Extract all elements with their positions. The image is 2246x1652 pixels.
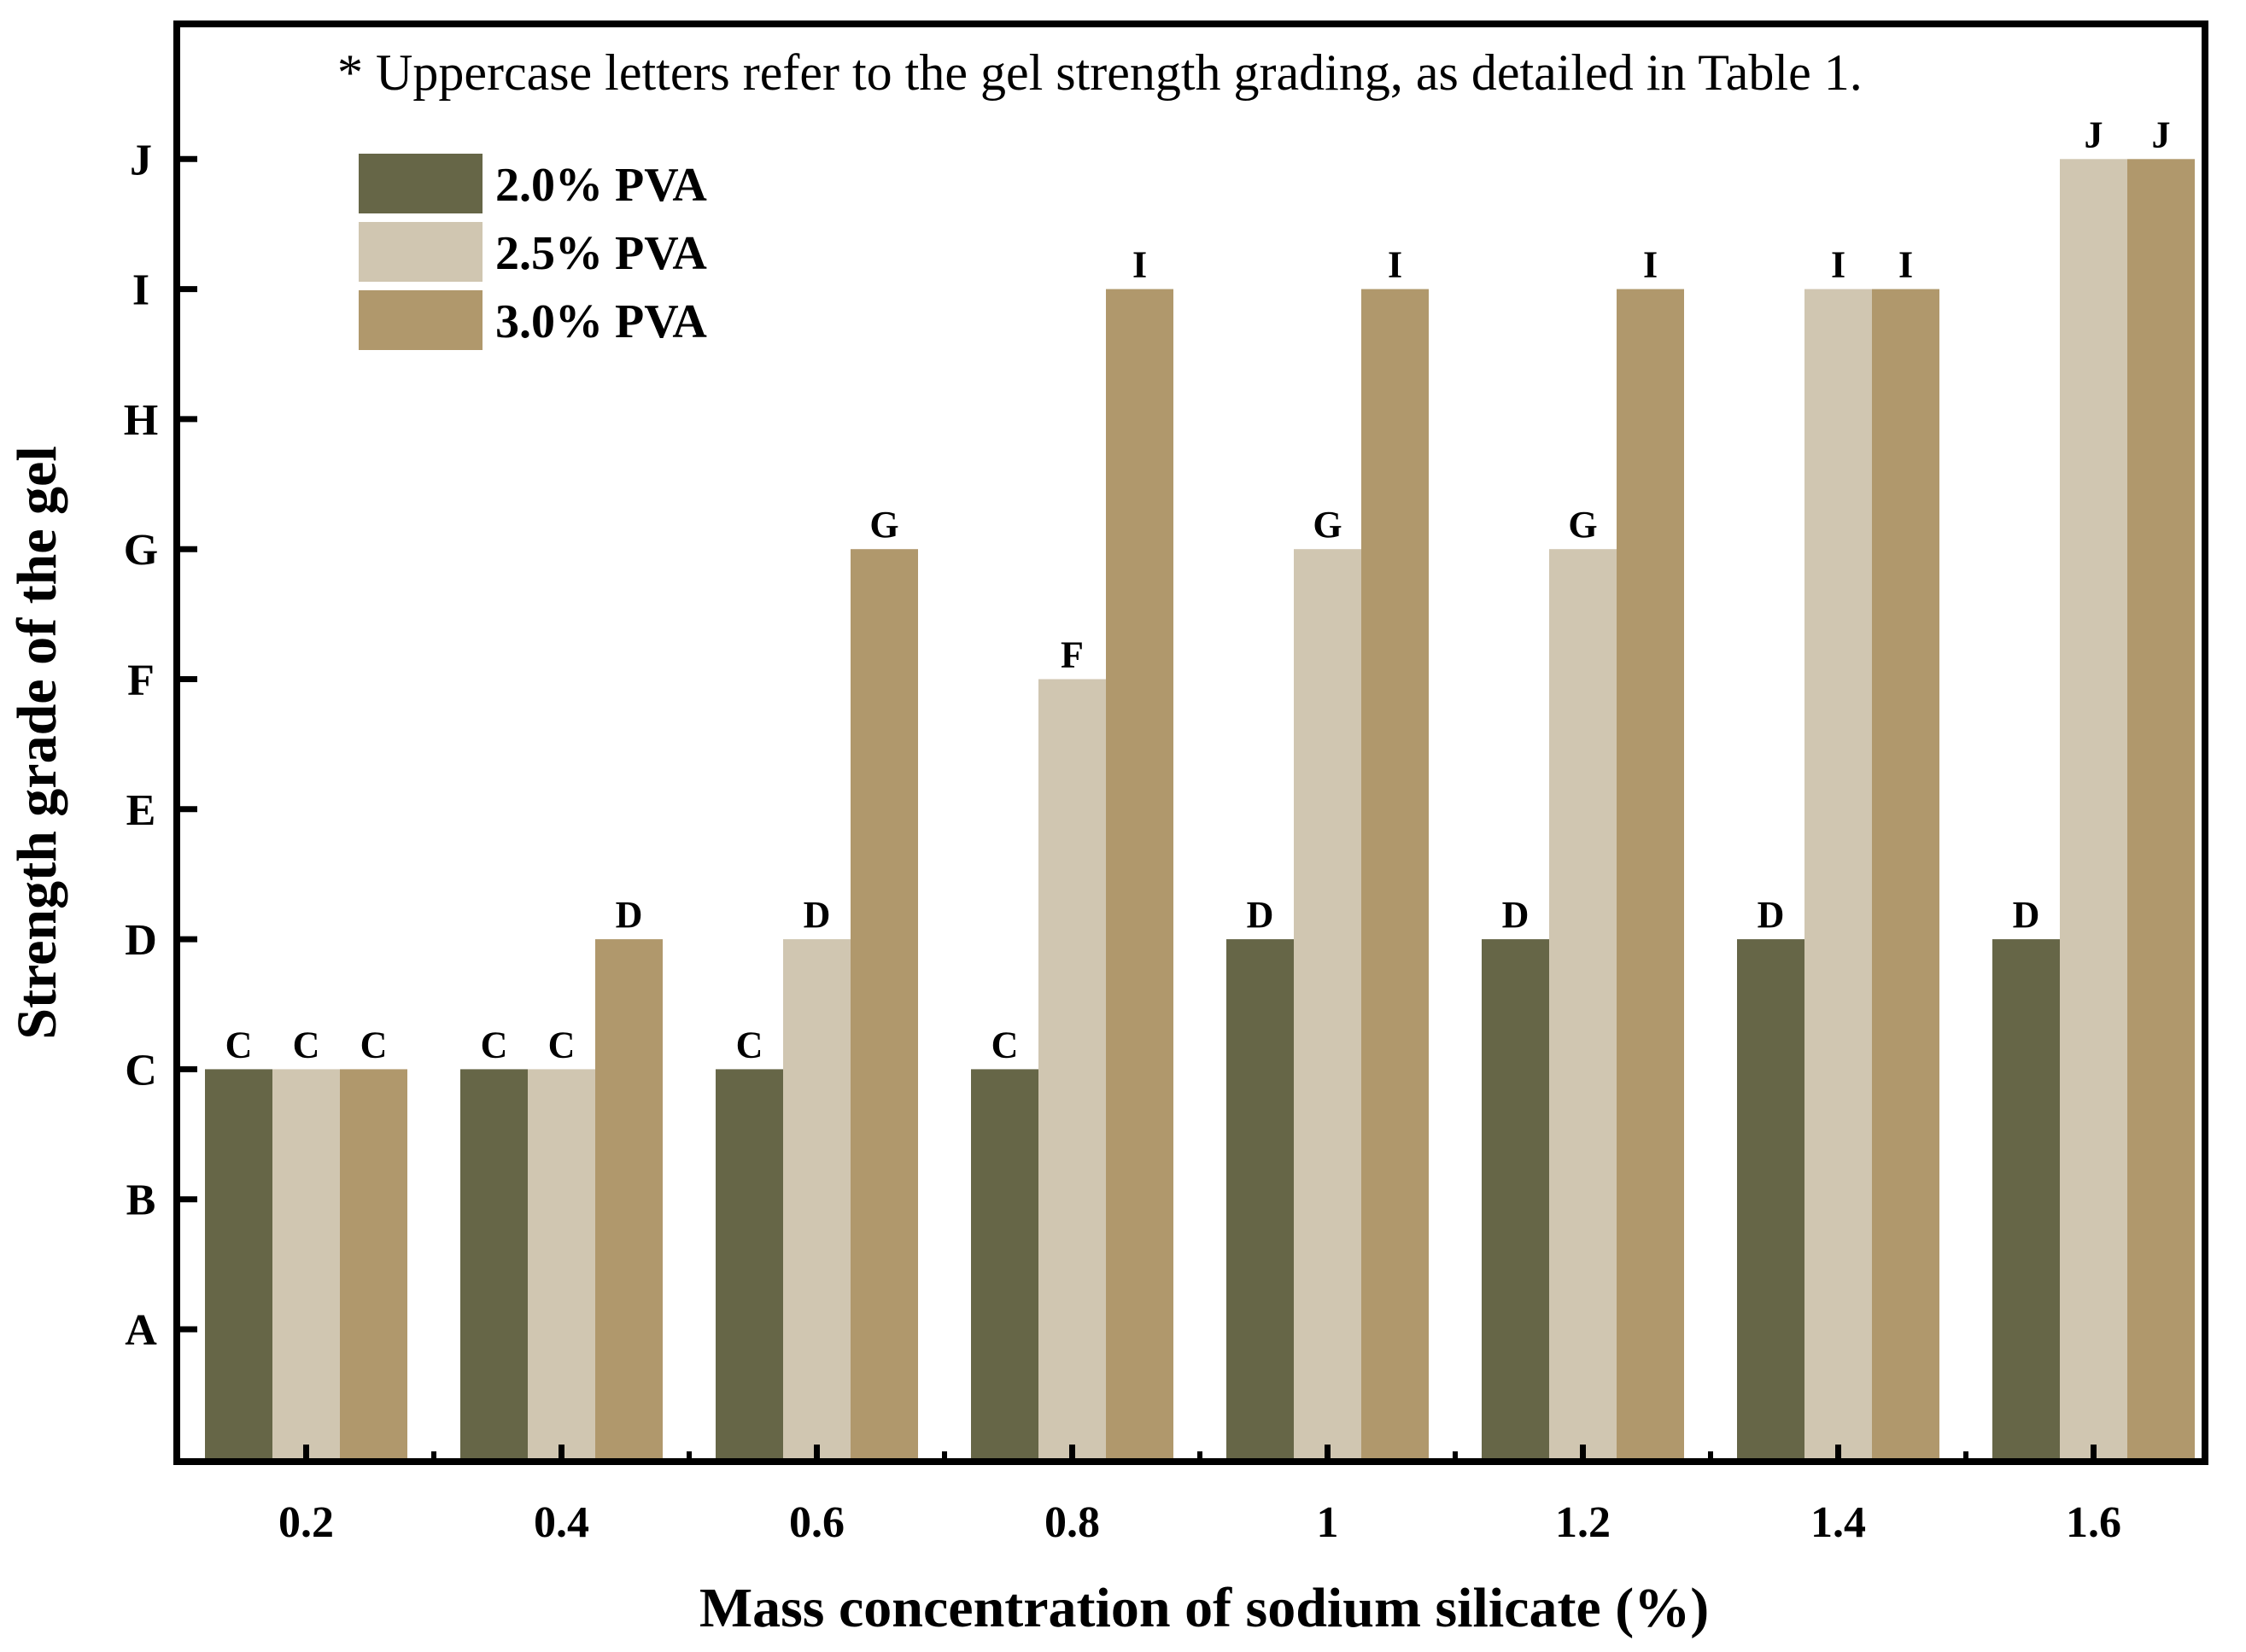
- data-label: I: [1643, 244, 1658, 286]
- legend-swatch-2-0-pva: [359, 154, 483, 213]
- data-label: D: [804, 894, 831, 936]
- y-tick-label: D: [125, 916, 157, 965]
- legend-label-2-0-pva: 2.0% PVA: [495, 159, 707, 212]
- x-tick-label: 0.6: [789, 1498, 845, 1547]
- x-tick-label: 0.8: [1044, 1498, 1100, 1547]
- x-tick-label: 1.4: [1810, 1498, 1866, 1547]
- bar-2-0-pva-1.4: [1737, 939, 1804, 1462]
- bar-2-5-pva-0.4: [528, 1069, 595, 1462]
- data-label: C: [736, 1024, 763, 1065]
- data-label: F: [1061, 634, 1084, 676]
- data-label: D: [1247, 894, 1274, 936]
- data-label: G: [1313, 504, 1342, 546]
- y-tick-label: I: [132, 266, 149, 315]
- y-tick-label: F: [127, 657, 155, 705]
- annotation-note: * Uppercase letters refer to the gel str…: [337, 44, 1863, 101]
- y-tick-label: G: [124, 526, 158, 575]
- bar-2-0-pva-1: [1226, 939, 1294, 1462]
- data-label: C: [548, 1024, 576, 1065]
- data-label: D: [616, 894, 643, 936]
- bars-layer: [205, 159, 2195, 1462]
- y-axis: A B C D E F G H I J: [124, 136, 197, 1355]
- x-tick-label: 0.4: [534, 1498, 589, 1547]
- y-tick-label: A: [125, 1306, 157, 1355]
- bar-3-0-pva-1.2: [1617, 289, 1684, 1462]
- data-label: J: [2085, 114, 2103, 155]
- legend-label-3-0-pva: 3.0% PVA: [495, 295, 707, 348]
- bar-2-0-pva-0.6: [716, 1069, 783, 1462]
- legend-swatch-2-5-pva: [359, 222, 483, 282]
- x-axis: 0.2 0.4 0.6 0.8 1 1.2 1.4 1.6: [278, 1445, 2121, 1547]
- data-label: C: [481, 1024, 508, 1065]
- data-label: D: [1758, 894, 1785, 936]
- bar-2-0-pva-1.2: [1482, 939, 1549, 1462]
- bar-3-0-pva-0.2: [340, 1069, 407, 1462]
- bar-3-0-pva-0.4: [595, 939, 663, 1462]
- data-label: D: [1502, 894, 1530, 936]
- bar-3-0-pva-0.8: [1106, 289, 1173, 1462]
- bar-2-5-pva-0.2: [272, 1069, 340, 1462]
- data-label: J: [2152, 114, 2171, 155]
- data-label: I: [1898, 244, 1913, 286]
- data-label: G: [869, 504, 898, 546]
- legend: 2.0% PVA 2.5% PVA 3.0% PVA: [359, 154, 707, 350]
- data-label: G: [1568, 504, 1597, 546]
- bar-2-0-pva-1.6: [1992, 939, 2060, 1462]
- y-tick-label: E: [126, 786, 156, 835]
- y-tick-label: B: [126, 1176, 156, 1225]
- y-tick-label: C: [125, 1046, 157, 1095]
- data-label: C: [225, 1024, 253, 1065]
- bar-3-0-pva-1.4: [1872, 289, 1939, 1462]
- x-tick-label: 1.6: [2066, 1498, 2121, 1547]
- bar-2-0-pva-0.2: [205, 1069, 272, 1462]
- bar-2-0-pva-0.8: [971, 1069, 1038, 1462]
- data-label: D: [2013, 894, 2040, 936]
- bar-2-0-pva-0.4: [460, 1069, 528, 1462]
- bar-2-5-pva-0.6: [783, 939, 851, 1462]
- bar-3-0-pva-0.6: [851, 549, 918, 1462]
- data-label: C: [991, 1024, 1019, 1065]
- bar-2-5-pva-1: [1294, 549, 1361, 1462]
- y-tick-label: J: [130, 136, 152, 184]
- legend-label-2-5-pva: 2.5% PVA: [495, 227, 707, 280]
- bar-2-5-pva-1.6: [2060, 159, 2127, 1462]
- x-tick-label: 1.2: [1555, 1498, 1611, 1547]
- bar-2-5-pva-1.4: [1804, 289, 1872, 1462]
- bar-3-0-pva-1: [1361, 289, 1429, 1462]
- data-label: C: [360, 1024, 388, 1065]
- x-axis-title: Mass concentration of sodium silicate (%…: [699, 1577, 1709, 1639]
- legend-swatch-3-0-pva: [359, 290, 483, 350]
- y-tick-label: H: [124, 396, 158, 445]
- data-label: C: [293, 1024, 320, 1065]
- bar-2-5-pva-0.8: [1038, 679, 1106, 1462]
- plot-frame: [173, 20, 2208, 1465]
- bar-3-0-pva-1.6: [2127, 159, 2195, 1462]
- bar-2-5-pva-1.2: [1549, 549, 1617, 1462]
- data-label: I: [1831, 244, 1845, 286]
- x-tick-label: 1: [1317, 1498, 1339, 1547]
- x-tick-label: 0.2: [278, 1498, 334, 1547]
- data-label: I: [1388, 244, 1402, 286]
- y-axis-title: Strength grade of the gel: [6, 446, 68, 1039]
- data-label: I: [1132, 244, 1147, 286]
